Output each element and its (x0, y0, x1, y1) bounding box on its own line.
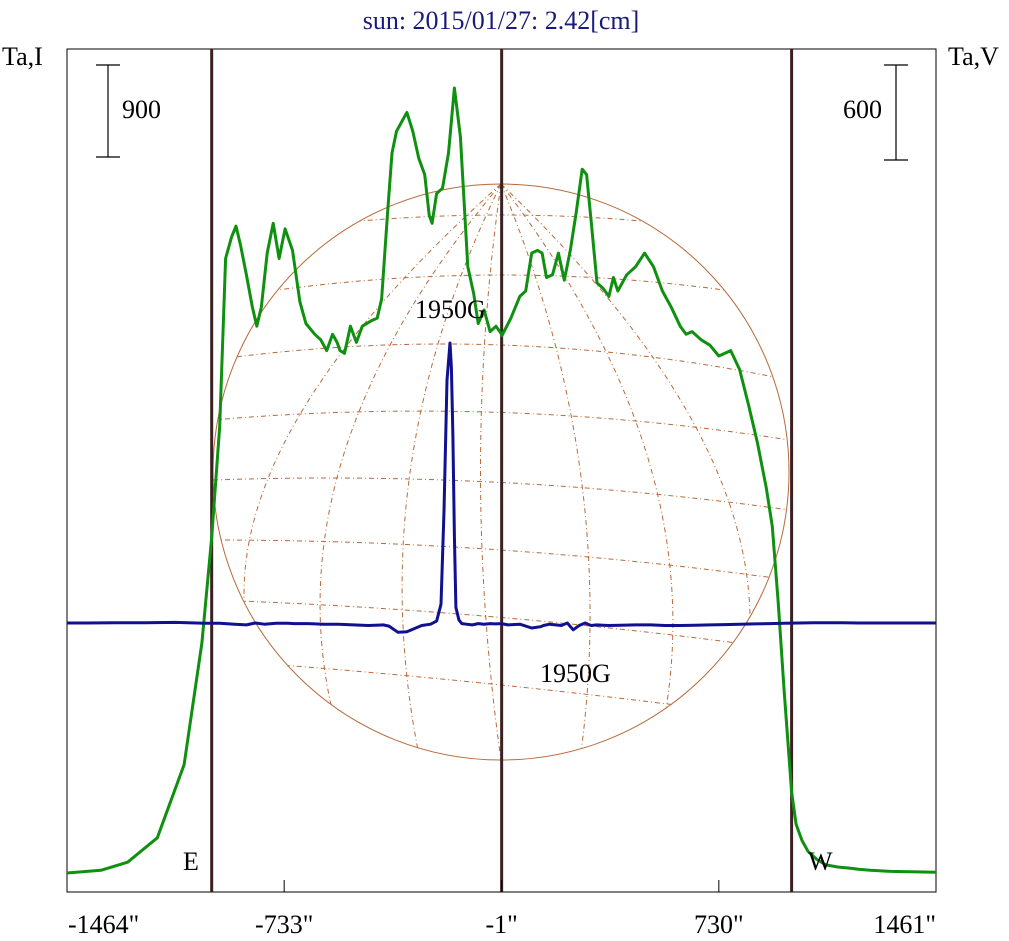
series-line-intensity (66, 86, 937, 875)
scale-bar-right-label: 600 (843, 95, 882, 124)
marker-label-west: W (808, 847, 833, 876)
scale-bar-left-label: 900 (122, 95, 161, 124)
x-tick-label: -1464" (68, 910, 139, 939)
x-tick-label: 1461" (873, 910, 936, 939)
x-tick-label: -1" (486, 910, 518, 939)
series-line-polarization (67, 341, 936, 634)
chart-title: sun: 2015/01/27: 2.42[cm] (363, 6, 640, 35)
scale-bar-left (96, 64, 120, 158)
marker-label-east: E (183, 847, 199, 876)
annotation-polarization-1950g: 1950G (540, 659, 611, 688)
markers (210, 49, 794, 892)
x-ticks: -1464" -733" -1" 730" 1461" (66, 880, 937, 939)
left-axis-label: Ta,I (2, 42, 43, 71)
right-axis-label: Ta,V (948, 42, 999, 71)
x-tick-label: -733" (255, 910, 313, 939)
series-layer (66, 86, 937, 875)
annotation-intensity-1950g: 1950G (415, 295, 486, 324)
scale-bar-right (884, 64, 908, 161)
x-tick-label: 730" (694, 910, 744, 939)
